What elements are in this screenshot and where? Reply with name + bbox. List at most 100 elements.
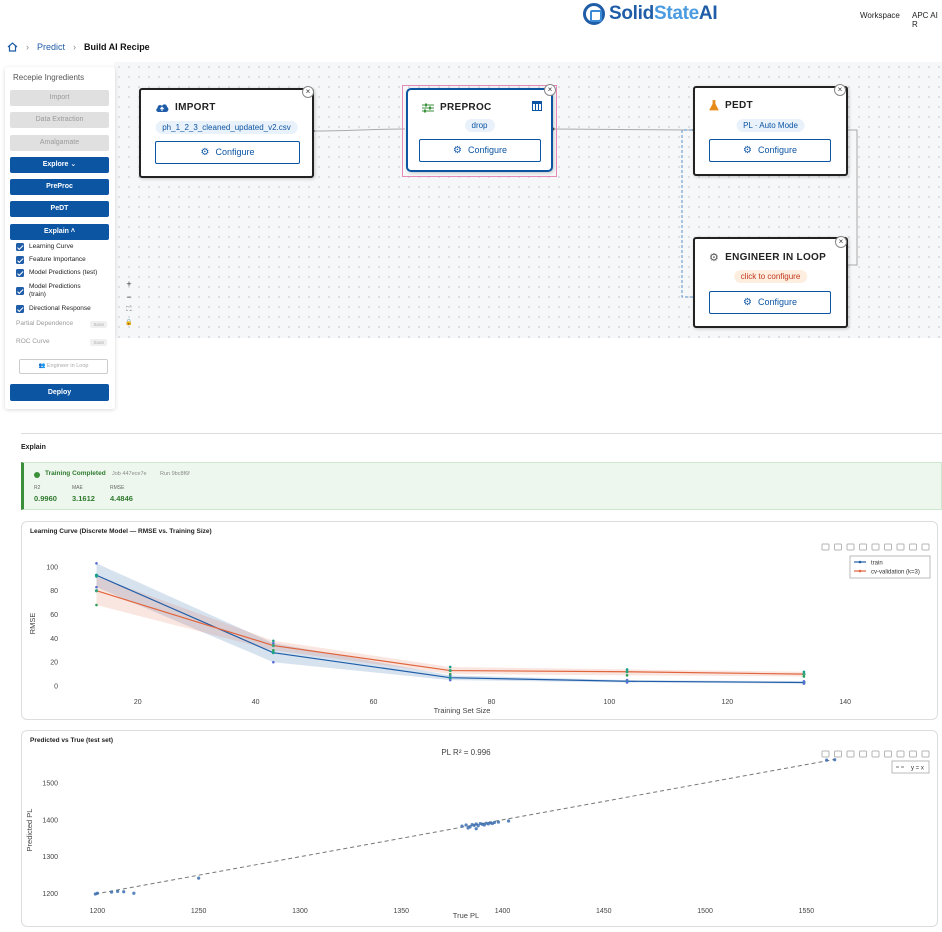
x-tick-label: 40 (252, 699, 260, 706)
table-icon[interactable] (532, 101, 542, 111)
deploy-button[interactable]: Deploy (10, 384, 109, 401)
explain-item-feature-importance[interactable]: Feature Importance (16, 256, 86, 264)
checkbox-checked-icon[interactable] (16, 269, 24, 277)
zoom-in-icon[interactable] (884, 750, 892, 758)
fit-view-button[interactable]: ⛶ (126, 306, 132, 313)
fold-point (95, 585, 98, 589)
pred-vs-true-title: Predicted vs True (test set) (30, 737, 114, 744)
edge-eil-pedt-dashed (681, 129, 693, 298)
checkbox-checked-icon[interactable] (16, 243, 24, 251)
series-band-cv-validation (k=3) (96, 576, 804, 677)
preproc-close-button[interactable]: × (544, 84, 556, 96)
node-preproc[interactable]: PREPROC drop ⚙ Configure (406, 88, 553, 172)
zoom-in-button[interactable]: + (126, 279, 132, 289)
y-tick-label: 20 (50, 660, 58, 667)
fold-point (272, 639, 275, 643)
amalgamate-button[interactable]: Amalgamate (10, 135, 109, 151)
training-status-card: Training Completed Job 447ece7e Run 9bc8… (21, 462, 942, 510)
node-engineer-in-loop[interactable]: ⚙ ENGINEER IN LOOP click to configure ⚙ C… (693, 237, 848, 328)
explain-item-directional-response[interactable]: Directional Response (16, 305, 91, 313)
lasso-icon[interactable] (871, 750, 880, 758)
identity-line (95, 758, 835, 895)
box-select-icon[interactable] (859, 750, 867, 758)
flask-icon (709, 100, 719, 111)
pedt-button[interactable]: PeDT (10, 201, 109, 217)
eil-configure-button[interactable]: ⚙ Configure (709, 291, 831, 314)
node-import[interactable]: IMPORT ph_1_2_3_cleaned_updated_v2.csv ⚙… (139, 88, 314, 178)
import-close-button[interactable]: × (302, 86, 314, 98)
job-id: Job 447ece7e (112, 471, 147, 477)
checkbox-checked-icon[interactable] (16, 256, 24, 264)
node-import-title: IMPORT (155, 102, 216, 113)
sliders-icon (422, 103, 434, 112)
x-tick-label: 60 (370, 699, 378, 706)
import-configure-button[interactable]: ⚙ Configure (155, 141, 300, 164)
node-eil-hint[interactable]: click to configure (733, 270, 808, 283)
gear-icon: ⚙ (200, 147, 210, 158)
explain-item-learning-curve[interactable]: Learning Curve (16, 243, 73, 251)
explain-item-predictions-train[interactable]: Model Predictions (train) (16, 283, 96, 299)
x-tick-label: 1300 (292, 908, 308, 915)
zoom-in-icon[interactable] (884, 543, 892, 551)
box-select-icon[interactable] (859, 543, 867, 551)
import-button[interactable]: Import (10, 90, 109, 106)
explain-button[interactable]: Explain ˄ (10, 224, 109, 240)
checkbox-checked-icon[interactable] (16, 305, 24, 313)
node-eil-title: ⚙ ENGINEER IN LOOP (709, 252, 827, 264)
autoscale-icon[interactable] (909, 543, 917, 551)
zoom-out-icon[interactable] (896, 543, 905, 551)
zoom-out-button[interactable]: − (126, 292, 132, 302)
home-icon[interactable] (921, 750, 930, 758)
logo[interactable]: SolidStateAI (583, 3, 718, 25)
metric-rmse-value: 4.4846 (110, 494, 133, 503)
zoom-out-icon[interactable] (896, 750, 905, 758)
camera-icon[interactable] (821, 543, 830, 551)
engineer-in-loop-button[interactable]: 👥 Engineer in Loop (19, 359, 108, 374)
explore-button[interactable]: Explore ⌄ (10, 157, 109, 173)
checkbox-checked-icon[interactable] (16, 287, 24, 295)
x-tick-label: 80 (488, 699, 496, 706)
node-preproc-title: PREPROC (422, 102, 492, 113)
soon-badge: Soon (90, 339, 107, 346)
breadcrumb-predict[interactable]: Predict (37, 42, 66, 52)
gear-icon: ⚙ (709, 252, 720, 264)
preproc-configure-button[interactable]: ⚙ Configure (419, 139, 541, 162)
series-line-cv-validation (k=3) (96, 590, 804, 675)
nav-workspace[interactable]: Workspace (860, 11, 900, 20)
lock-button[interactable]: 🔒 (125, 320, 133, 326)
fold-point (95, 603, 98, 607)
pan-icon[interactable] (846, 750, 855, 758)
cloud-upload-icon (156, 104, 169, 112)
x-tick-label: 1450 (596, 908, 612, 915)
home-icon[interactable] (7, 42, 18, 52)
nav-apc[interactable]: APC AI R (912, 11, 938, 29)
zoom-icon[interactable] (834, 543, 842, 551)
home-icon[interactable] (921, 543, 930, 551)
camera-icon[interactable] (821, 750, 830, 758)
fold-point (625, 668, 629, 671)
autoscale-icon[interactable] (909, 750, 917, 758)
learning-curve-chart[interactable]: 20 40 60 80 100 120 140 0 20 40 60 80 100 Training Se… (22, 522, 937, 719)
pan-icon[interactable] (846, 543, 855, 551)
legend-marker (858, 560, 862, 564)
x-tick-label: 1500 (697, 908, 713, 915)
pedt-configure-button[interactable]: ⚙ Configure (709, 139, 831, 162)
explain-item-predictions-test[interactable]: Model Predictions (test) (16, 269, 97, 277)
fold-point (802, 675, 806, 678)
y-tick-label: 1500 (42, 780, 58, 787)
fold-point (625, 678, 629, 682)
breadcrumb-separator: › (26, 42, 29, 52)
pred-vs-true-chart[interactable]: PL R² = 0.996 1200 1250 1300 1350 1400 1450 150… (22, 731, 937, 926)
metric-mae-label: MAE (72, 485, 83, 491)
zoom-icon[interactable] (834, 750, 842, 758)
preproc-button[interactable]: PreProc (10, 179, 109, 195)
breadcrumb: › Predict › Build AI Recipe (7, 42, 150, 52)
data-extraction-button[interactable]: Data Extraction (10, 112, 109, 128)
node-pedt[interactable]: PEDT PL · Auto Mode ⚙ Configure (693, 86, 848, 176)
data-point (466, 826, 470, 830)
data-point (825, 758, 829, 762)
eil-close-button[interactable]: × (835, 236, 847, 248)
pedt-close-button[interactable]: × (834, 84, 846, 96)
lasso-icon[interactable] (871, 543, 880, 551)
edge-import-preproc (312, 128, 406, 132)
